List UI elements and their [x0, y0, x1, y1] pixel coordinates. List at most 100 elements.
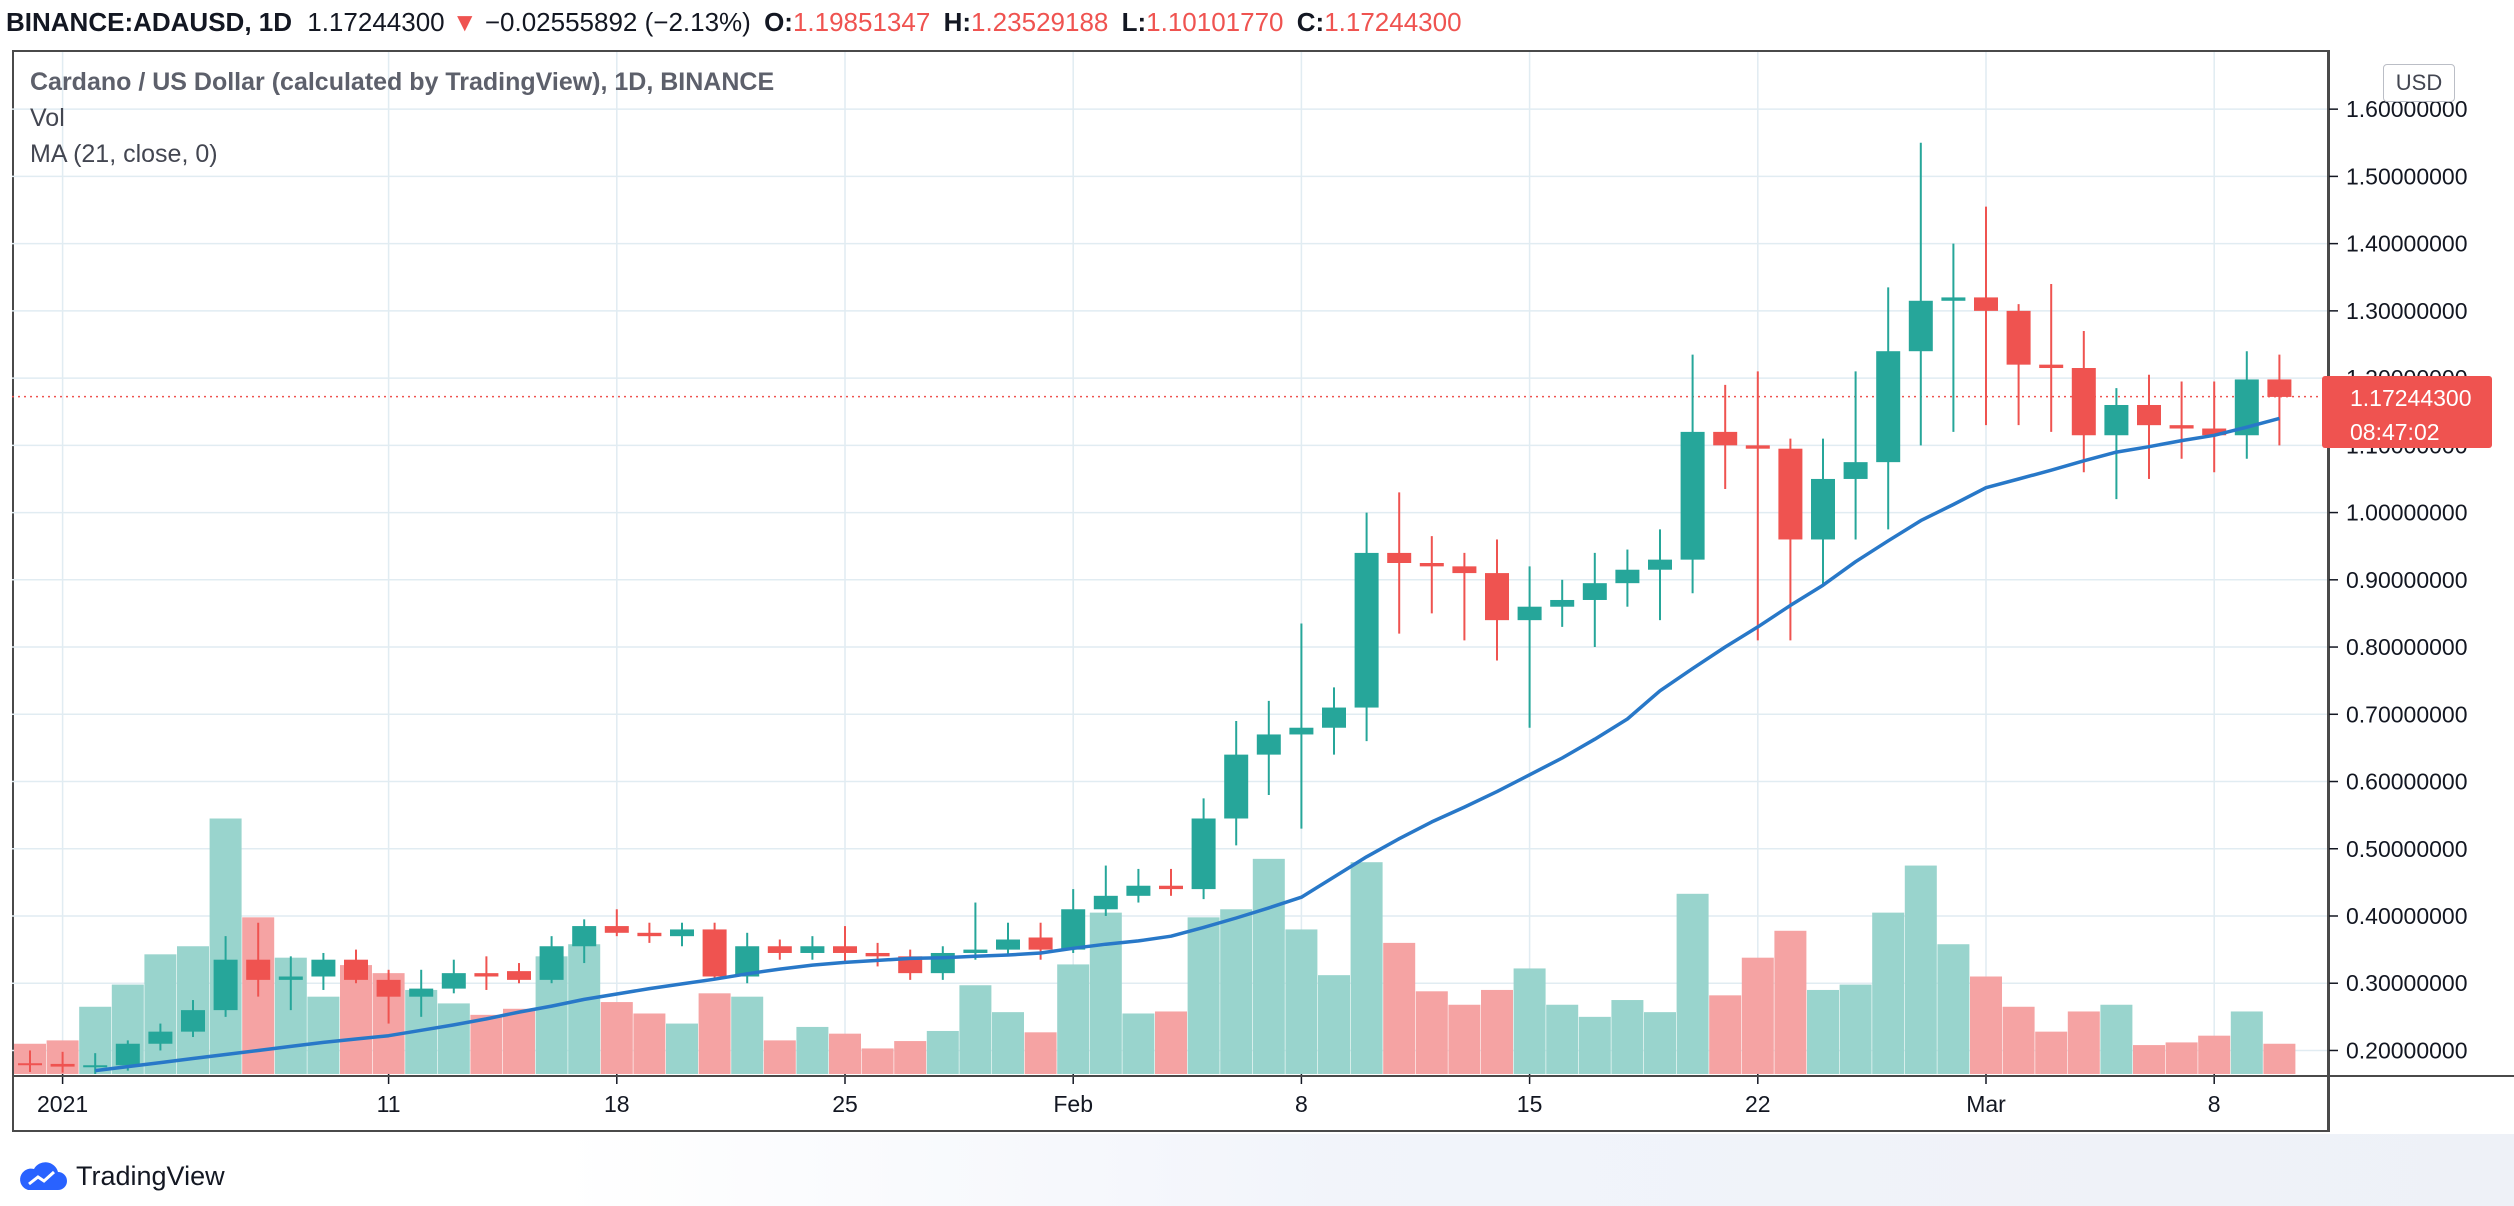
- y-tick-label: 0.70000000: [2346, 701, 2468, 727]
- y-tick-label: 0.90000000: [2346, 567, 2468, 593]
- volume-bar: [2133, 1045, 2165, 1074]
- volume-bar: [861, 1048, 894, 1074]
- brand-name: TradingView: [76, 1160, 225, 1191]
- footer-shade: [560, 1134, 2514, 1206]
- candle-body: [1745, 445, 1770, 449]
- last-price-badge: 1.17244300 08:47:02: [2322, 376, 2492, 448]
- candle-body: [213, 959, 238, 1011]
- candle-body: [2169, 425, 2194, 429]
- tradingview-logo[interactable]: TradingView: [16, 1156, 225, 1196]
- volume-bar: [1970, 976, 2002, 1074]
- currency-button[interactable]: USD: [2383, 64, 2455, 102]
- high-value: 1.23529188: [971, 7, 1109, 37]
- candle-body: [2137, 404, 2161, 426]
- volume-bar: [1546, 1004, 1579, 1074]
- volume-bar: [2100, 1004, 2133, 1074]
- volume-bar: [992, 1012, 1024, 1074]
- y-tick-label: 0.20000000: [2346, 1037, 2468, 1063]
- candle-body: [702, 929, 727, 977]
- y-tick-label: 1.50000000: [2346, 163, 2468, 189]
- candle-body: [996, 939, 1020, 950]
- volume-bar: [470, 1014, 503, 1074]
- candle-body: [409, 988, 434, 997]
- candle-body: [898, 956, 923, 974]
- ma-legend[interactable]: MA (21, close, 0): [30, 140, 218, 168]
- candle-body: [1941, 297, 1966, 301]
- candle-body: [2006, 310, 2031, 365]
- last-price: 1.17244300: [307, 7, 445, 37]
- x-tick-label: 15: [1517, 1091, 1543, 1117]
- volume-bar: [2035, 1031, 2068, 1074]
- candle-body: [1908, 300, 1933, 352]
- candle-body: [670, 929, 694, 937]
- candle-body: [1126, 885, 1151, 896]
- volume-bar: [633, 1013, 666, 1074]
- volume-bar: [1774, 930, 1807, 1074]
- cloud-icon: [20, 1162, 67, 1190]
- candle-body: [507, 971, 531, 980]
- candle-body: [1843, 462, 1868, 479]
- y-tick-label: 0.80000000: [2346, 634, 2468, 660]
- ma-line: [94, 416, 2280, 1073]
- candle-body: [278, 976, 303, 980]
- candle-body: [246, 959, 271, 980]
- volume-bar: [1644, 1012, 1676, 1074]
- volume-bar: [1155, 1011, 1187, 1074]
- candle-body: [2104, 404, 2129, 436]
- down-arrow-icon: ▼: [451, 7, 478, 37]
- candle-body: [1811, 478, 1835, 540]
- candle-body: [2267, 379, 2292, 397]
- volume-bar: [1676, 893, 1709, 1074]
- candle-body: [2039, 364, 2064, 369]
- candle-body: [767, 946, 792, 953]
- volume-bar: [2002, 1006, 2035, 1074]
- candle-body: [1615, 569, 1640, 584]
- volume-bar: [926, 1030, 959, 1074]
- high-label: H:: [943, 7, 971, 37]
- volume-bar: [1839, 984, 1872, 1074]
- candle-body: [2071, 368, 2096, 436]
- x-tick-label: 11: [377, 1091, 401, 1117]
- volume-bar: [1285, 929, 1318, 1074]
- volume-bar: [1089, 912, 1122, 1074]
- candle-body: [1876, 351, 1901, 463]
- open-value: 1.19851347: [792, 7, 931, 37]
- x-tick-label: Feb: [1053, 1091, 1093, 1117]
- candle-body: [1322, 707, 1346, 728]
- volume-bar: [1611, 1000, 1644, 1074]
- y-tick-label: 0.30000000: [2346, 970, 2468, 996]
- y-tick-label: 0.60000000: [2346, 769, 2468, 795]
- volume-bar: [503, 1008, 535, 1074]
- candle-body: [539, 946, 564, 980]
- volume-bar: [307, 996, 340, 1074]
- candle-body: [865, 952, 890, 957]
- candle-body: [1419, 563, 1444, 567]
- volume-legend[interactable]: Vol: [30, 104, 65, 132]
- candle-body: [637, 932, 662, 937]
- candle-body: [474, 973, 499, 977]
- y-tick-label: 1.30000000: [2346, 298, 2468, 324]
- candle-body: [148, 1031, 173, 1044]
- y-tick-label: 0.50000000: [2346, 836, 2468, 862]
- open-label: O:: [764, 7, 793, 37]
- volume-bar: [894, 1041, 927, 1074]
- volume-bar: [796, 1026, 829, 1074]
- volume-bar: [698, 993, 731, 1074]
- candle-body: [50, 1063, 75, 1067]
- close-value: 1.17244300: [1324, 7, 1462, 37]
- candle-body: [1582, 583, 1607, 600]
- volume-bar: [2165, 1042, 2198, 1074]
- volume-bar: [1448, 1004, 1481, 1074]
- volume-bar: [1350, 862, 1383, 1074]
- candle-body: [1485, 573, 1509, 621]
- symbol-name[interactable]: BINANCE:ADAUSD, 1D: [6, 7, 293, 37]
- candle-body: [1224, 754, 1249, 819]
- volume-bar: [2263, 1043, 2296, 1074]
- x-tick-label: 8: [2208, 1091, 2221, 1117]
- volume-bar: [959, 985, 992, 1074]
- chart-title[interactable]: Cardano / US Dollar (calculated by Tradi…: [30, 68, 775, 96]
- volume-bar: [666, 1023, 698, 1074]
- volume-bar: [763, 1040, 796, 1074]
- volume-bar: [1741, 957, 1774, 1074]
